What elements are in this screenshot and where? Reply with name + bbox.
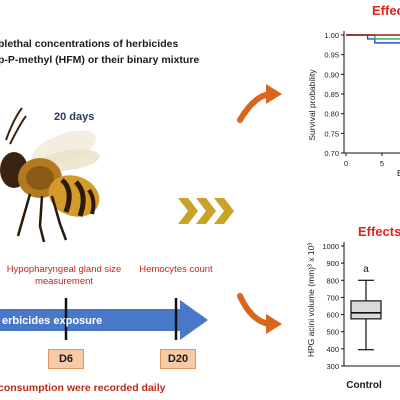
hpg-y-tick-label: 700 [326,293,339,302]
survival-y-tick-label: 1.00 [324,31,339,40]
hpg-box-plot [350,279,382,351]
survival-y-tick-label: 0.90 [324,70,339,79]
survival-y-tick-label: 0.75 [324,129,339,138]
hpg-y-tick-label: 300 [326,362,339,371]
hpg-y-tick-label: 500 [326,328,339,337]
hypopharyngeal-gland-label: Hypopharyngeal gland size measurement [6,264,122,287]
survival-y-tick-label: 0.95 [324,51,339,60]
exposure-arrow: erbicides exposure [0,298,208,340]
curved-arrow-down [237,293,282,334]
survival-x-tick-label: 0 [344,159,348,168]
day-20-marker: D20 [160,349,196,369]
hpg-y-axis-label: HPG acini volume (mm)³ x 10³ [306,243,316,357]
hpg-y-ticks: 1000 900 800 700 600 500 400 300 [322,242,344,371]
survival-y-tick-label: 0.85 [324,90,339,99]
survival-x-ticks: 051 [344,153,384,168]
hpg-y-tick-label: 600 [326,311,339,320]
survival-x-axis-label: E [397,168,400,178]
survival-x-tick-label: 5 [380,159,384,168]
curved-arrow-up [237,84,282,123]
hpg-y-tick-label: 1000 [322,242,339,251]
hpg-chart: HPG acini volume (mm)³ x 10³ 1000 900 800 7… [306,242,400,391]
hpg-box [350,300,382,320]
survival-y-axis-label: Survival probability [307,69,317,141]
survival-lines [346,34,400,44]
hpg-y-tick-label: 400 [326,345,339,354]
hpg-group-letter: a [363,264,369,275]
honeybee-illustration [0,107,100,243]
hpg-chart-title: Effects [358,224,400,239]
hemocytes-count-label: Hemocytes count [139,264,213,275]
hpg-category-label: Control [346,380,382,391]
survival-y-tick-label: 0.80 [324,110,339,119]
survival-chart: Survival probability 1.00 0.95 0.90 0.85 0.8… [307,31,400,178]
footer-note: consumption were recorded daily [0,382,166,394]
intro-line-2: p-P-methyl (HFM) or their binary mixture [0,54,200,66]
hpg-y-tick-label: 800 [326,276,339,285]
duration-label: 20 days [54,111,95,123]
intro-line-1: blethal concentrations of herbicides [0,38,179,50]
hpg-y-tick-label: 900 [326,259,339,268]
survival-chart-title: Effec [372,3,400,18]
chevron-arrows-icon [178,198,234,224]
survival-y-ticks: 1.00 0.95 0.90 0.85 0.80 0.75 0.70 [324,31,344,158]
survival-y-tick-label: 0.70 [324,149,339,158]
exposure-label: erbicides exposure [2,315,102,327]
day-6-marker: D6 [48,349,84,369]
